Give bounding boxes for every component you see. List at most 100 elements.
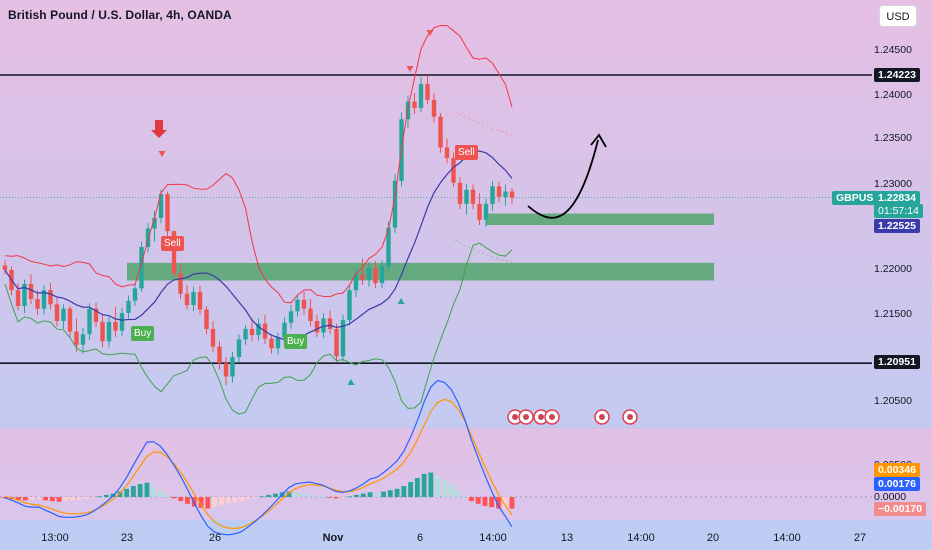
histogram-bar <box>36 497 42 500</box>
candle-body <box>126 300 131 314</box>
candle-body <box>178 273 183 294</box>
candle-body <box>386 227 391 267</box>
time-tick: 23 <box>120 532 134 544</box>
buy-triangle-icon <box>397 298 405 304</box>
histogram-bar <box>56 497 62 502</box>
histogram-bar <box>489 497 495 508</box>
histogram-bar <box>455 490 461 497</box>
candle-body <box>347 290 352 321</box>
sell-triangle-icon <box>406 66 414 72</box>
sell-signal-label: Sell <box>161 236 184 251</box>
histogram-bar <box>509 497 515 509</box>
economic-event-flag-icon <box>627 414 633 420</box>
candle-body <box>74 331 79 345</box>
candle-body <box>451 158 456 183</box>
histogram-bar <box>381 491 386 497</box>
candle-body <box>165 194 170 232</box>
projected-lower-band <box>454 239 513 263</box>
price-tick: 1.21500 <box>874 308 912 320</box>
histogram-bar <box>2 497 8 499</box>
candle-body <box>269 338 274 349</box>
forecast-arrowhead-icon <box>590 133 607 148</box>
signal-value-label: 0.00346 <box>874 463 920 477</box>
histogram-bar <box>198 497 204 508</box>
histogram-bar <box>469 497 474 502</box>
time-tick: 6 <box>416 532 424 544</box>
candle-body <box>340 320 346 357</box>
candle-body <box>431 99 437 117</box>
candle-body <box>171 231 177 274</box>
candle-body <box>184 293 190 306</box>
candle-body <box>438 116 443 148</box>
histogram-bar <box>185 497 190 504</box>
economic-event-flag-icon <box>523 414 529 420</box>
histogram-bar <box>137 484 143 497</box>
candle-body <box>2 265 8 270</box>
time-tick: 14:00 <box>773 532 801 544</box>
time-tick: 14:00 <box>627 532 655 544</box>
candle-body <box>41 290 47 309</box>
macd-line <box>4 379 513 536</box>
candle-body <box>321 318 326 333</box>
histogram-bar <box>218 497 224 506</box>
candle-body <box>35 298 40 309</box>
candle-body <box>334 328 339 357</box>
candle-body <box>230 357 235 377</box>
candle-body <box>418 84 424 108</box>
histogram-bar <box>124 488 130 497</box>
candle-body <box>158 194 164 218</box>
candle-body <box>288 311 294 323</box>
price-tick: 1.23000 <box>874 178 912 190</box>
histogram-bar <box>293 492 299 497</box>
candle-body <box>496 186 502 197</box>
histogram-bar <box>178 497 184 502</box>
candle-body <box>509 191 515 198</box>
candle-body <box>425 84 430 100</box>
histogram-bar <box>252 497 258 498</box>
histogram-bar <box>435 475 441 497</box>
candle-body <box>197 291 203 310</box>
currency-button[interactable]: USD <box>879 5 917 27</box>
histogram-bar <box>273 493 278 497</box>
histogram-bar <box>191 497 197 507</box>
candle-body <box>15 290 21 307</box>
histogram-bar <box>428 472 434 497</box>
histogram-value-label: −0.00170 <box>874 502 927 516</box>
candle-body <box>301 299 307 309</box>
candle-body <box>106 321 112 342</box>
histogram-bar <box>286 491 292 497</box>
histogram-bar <box>151 486 157 497</box>
candle-body <box>145 228 151 248</box>
candle-body <box>119 313 125 331</box>
sell-signal-label: Sell <box>455 145 478 160</box>
time-tick: 20 <box>706 532 720 544</box>
candle-body <box>256 323 261 336</box>
signal-line <box>4 398 513 530</box>
candle-body <box>327 318 333 329</box>
histogram-bar <box>158 490 163 497</box>
candle-body <box>412 101 417 108</box>
candle-body <box>223 363 229 377</box>
candle-body <box>22 284 27 307</box>
histogram-bar <box>360 493 366 497</box>
candle-body <box>87 308 92 335</box>
candle-body <box>379 266 385 284</box>
histogram-bar <box>104 494 109 497</box>
candle-body <box>477 203 482 220</box>
histogram-bar <box>482 497 488 506</box>
histogram-bar <box>171 497 177 499</box>
candle-body <box>483 203 489 220</box>
histogram-bar <box>306 494 312 497</box>
candle-body <box>243 328 248 340</box>
candle-body <box>282 322 287 338</box>
histogram-bar <box>320 496 326 498</box>
support-zone <box>486 213 714 225</box>
buy-signal-label: Buy <box>284 334 308 349</box>
support-zone <box>127 262 714 281</box>
candle-body <box>236 339 242 358</box>
histogram-bar <box>313 495 319 497</box>
candle-body <box>503 191 508 197</box>
histogram-bar <box>90 497 96 498</box>
histogram-bar <box>475 497 481 504</box>
